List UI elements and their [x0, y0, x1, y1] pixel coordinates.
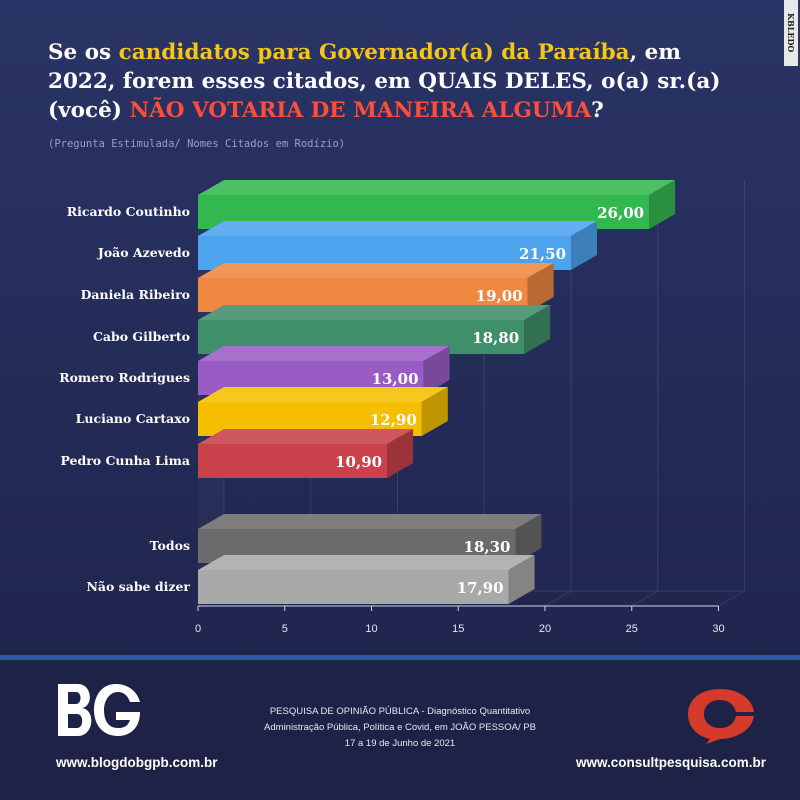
data-label: 12,90 — [370, 411, 417, 429]
survey-line-2: Administração Pública, Política e Covid,… — [264, 722, 536, 733]
bar-top — [198, 221, 598, 236]
bar-side — [524, 305, 551, 354]
footer-divider — [0, 655, 800, 660]
bg-logo-icon — [58, 684, 140, 736]
data-label: 21,50 — [519, 245, 566, 263]
bar-side — [387, 429, 414, 478]
gridline-floor — [631, 590, 658, 607]
category-label: Todos — [150, 538, 190, 553]
category-label: Ricardo Coutinho — [67, 204, 190, 219]
data-label: 10,90 — [335, 453, 382, 471]
bar — [198, 570, 509, 604]
bar-top — [198, 387, 448, 402]
chart-title: Se os candidatos para Governador(a) da P… — [48, 38, 748, 125]
consult-url-link[interactable]: www.consultpesquisa.com.br — [575, 755, 766, 770]
data-label: 18,80 — [472, 329, 519, 347]
title-text: Se os — [48, 40, 119, 65]
x-tick-label: 10 — [365, 623, 377, 635]
bar-top — [198, 555, 535, 570]
data-label: 17,90 — [457, 579, 504, 597]
bar-side — [515, 514, 542, 563]
bar — [198, 444, 388, 478]
bar-top — [198, 263, 554, 278]
blog-url-link[interactable]: www.blogdobgpb.com.br — [56, 755, 218, 770]
x-tick-label: 30 — [712, 623, 724, 635]
bar-side — [571, 221, 598, 270]
bar-side — [508, 555, 535, 604]
x-tick-label: 5 — [282, 623, 288, 635]
category-label: Não sabe dizer — [86, 579, 190, 594]
category-label: Cabo Gilberto — [93, 329, 190, 344]
category-label: João Azevedo — [97, 245, 190, 260]
bar-top — [198, 305, 551, 320]
survey-line-1: PESQUISA DE OPINIÃO PÚBLICA - Diagnóstic… — [269, 706, 531, 717]
chart-subtitle: (Pregunta Estimulada/ Nomes Citados em R… — [48, 138, 346, 150]
bar-chart: 26,00 Ricardo Coutinho 21,50 João Azevedo 19… — [59, 180, 745, 635]
title-text-2: , em 2022, forem esses citados, em QUAIS… — [48, 40, 721, 123]
bar-top — [198, 429, 414, 444]
category-label: Luciano Cartaxo — [76, 411, 190, 426]
title-highlight-candidates: candidatos para Governador(a) da Paraíba — [118, 40, 630, 65]
data-label: 19,00 — [476, 287, 523, 305]
survey-info: PESQUISA DE OPINIÃO PÚBLICA - Diagnóstic… — [240, 704, 560, 752]
data-label: 18,30 — [464, 538, 511, 556]
x-tick-label: 0 — [195, 623, 201, 635]
bar-top — [198, 346, 450, 361]
category-label: Romero Rodrigues — [59, 370, 190, 385]
category-label: Daniela Ribeiro — [81, 287, 190, 302]
data-label: 13,00 — [372, 370, 419, 388]
x-tick-label: 25 — [626, 623, 638, 635]
data-label: 26,00 — [597, 204, 644, 222]
consult-logo-icon — [688, 689, 754, 744]
title-highlight-negative: NÃO VOTARIA DE MANEIRA ALGUMA — [129, 98, 592, 123]
bar-side — [421, 387, 448, 436]
bar-side — [649, 180, 676, 229]
bar-top — [198, 180, 676, 195]
gridline-floor — [718, 590, 745, 607]
title-text-3: ? — [591, 98, 604, 123]
survey-line-3: 17 a 19 de Junho de 2021 — [344, 738, 456, 749]
bar-side — [423, 346, 450, 395]
gridline-floor — [544, 590, 572, 607]
bar-side — [527, 263, 554, 312]
side-tag: KBLEDO — [784, 0, 798, 66]
x-tick-label: 20 — [539, 623, 551, 635]
category-label: Pedro Cunha Lima — [60, 453, 190, 468]
x-tick-label: 15 — [452, 623, 464, 635]
bar-top — [198, 514, 542, 529]
